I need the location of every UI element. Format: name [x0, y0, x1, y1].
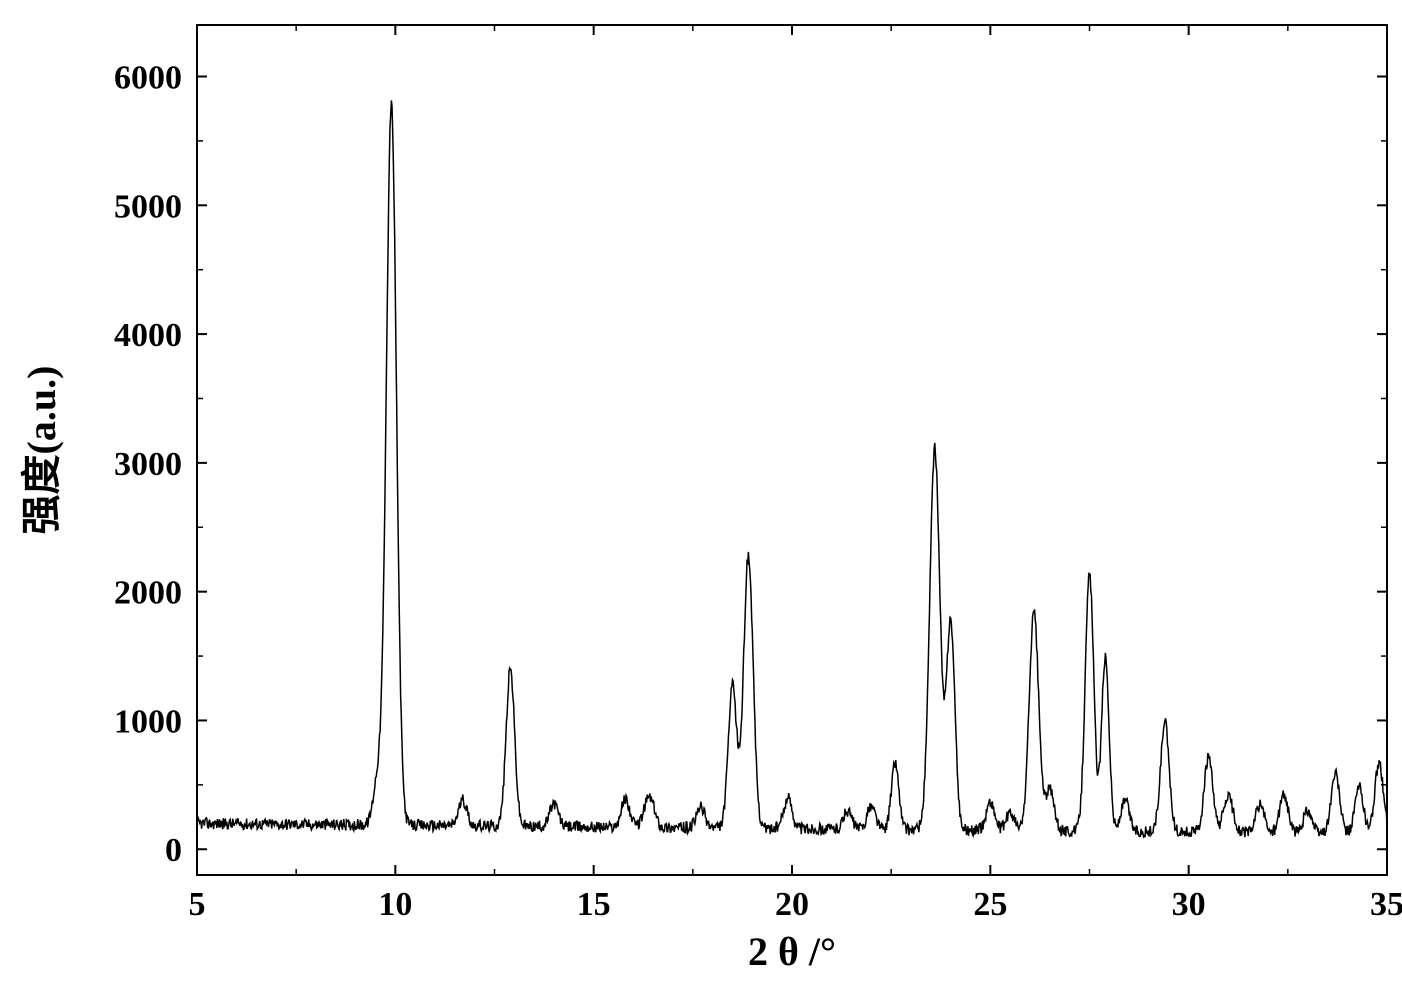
x-tick-label: 35 — [1370, 886, 1402, 923]
y-tick-label: 6000 — [114, 60, 182, 97]
xrd-trace — [197, 100, 1387, 837]
plot-frame — [197, 25, 1387, 875]
y-tick-label: 1000 — [114, 703, 182, 740]
y-tick-label: 4000 — [114, 317, 182, 354]
y-tick-label: 5000 — [114, 188, 182, 225]
x-tick-label: 15 — [577, 886, 611, 923]
x-tick-label: 10 — [378, 886, 412, 923]
x-axis-label: 2 θ /° — [748, 929, 836, 974]
xrd-chart: 5 10 15 20 25 30 35 0 1000 2000 3000 4000 5000 6000 强度… — [0, 0, 1402, 993]
x-tick-label: 25 — [973, 886, 1007, 923]
y-tick-label: 3000 — [114, 446, 182, 483]
chart-svg: 5 10 15 20 25 30 35 0 1000 2000 3000 4000 5000 6000 强度… — [0, 0, 1402, 993]
y-tick-label: 2000 — [114, 575, 182, 612]
y-tick-label: 0 — [165, 832, 182, 869]
x-tick-label: 20 — [775, 886, 809, 923]
y-axis-label: 强度(a.u.) — [19, 366, 64, 535]
x-tick-label: 5 — [189, 886, 206, 923]
x-tick-label: 30 — [1172, 886, 1206, 923]
